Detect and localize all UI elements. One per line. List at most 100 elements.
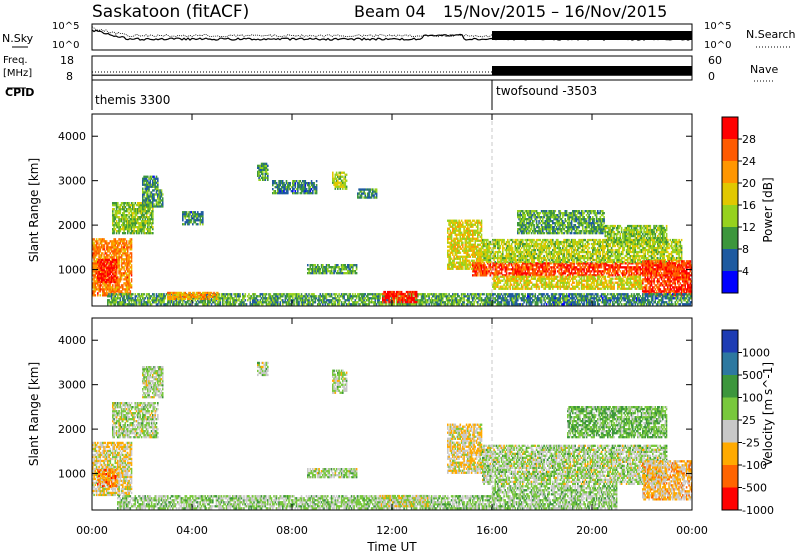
range-cell — [536, 268, 538, 270]
range-cell — [115, 273, 117, 275]
range-cell — [440, 303, 442, 305]
range-cell — [468, 254, 470, 256]
range-cell — [422, 303, 424, 305]
range-cell — [626, 268, 628, 270]
range-cell — [123, 212, 125, 214]
range-cell — [331, 295, 333, 297]
range-cell — [611, 272, 613, 274]
range-cell — [472, 299, 474, 301]
range-cell — [462, 242, 464, 244]
station-title: Saskatoon (fitACF) — [92, 2, 249, 22]
range-cell — [451, 238, 453, 240]
range-cell — [150, 182, 152, 184]
range-cell — [316, 184, 318, 186]
range-cell — [128, 268, 130, 270]
range-cell — [275, 180, 277, 182]
range-cell — [447, 230, 449, 232]
range-cell — [295, 190, 297, 192]
range-cell — [320, 297, 322, 299]
range-cell — [158, 299, 160, 301]
range-cell — [578, 272, 580, 274]
range-cell — [637, 272, 639, 274]
range-cell — [136, 295, 138, 297]
range-cell — [355, 293, 357, 295]
range-cell — [185, 292, 187, 294]
range-cell — [276, 182, 278, 184]
range-cell — [258, 303, 260, 305]
range-cell — [466, 240, 468, 242]
range-cell — [148, 197, 150, 199]
range-cell — [338, 301, 340, 303]
range-cell — [117, 204, 119, 206]
range-cell — [98, 271, 100, 273]
range-cell — [481, 230, 483, 232]
range-cell — [581, 266, 583, 268]
range-cell — [320, 268, 322, 270]
noise-tick-top-right: 10^5 — [704, 21, 731, 32]
range-cell — [95, 274, 97, 276]
range-cell — [305, 186, 307, 188]
range-cell — [535, 270, 537, 272]
range-cell — [336, 293, 338, 295]
range-cell — [617, 270, 619, 272]
range-cell — [130, 282, 132, 284]
range-cell — [357, 194, 359, 196]
range-cell — [506, 272, 508, 274]
range-cell — [121, 250, 123, 252]
range-cell — [460, 246, 462, 248]
range-cell — [630, 268, 632, 270]
range-cell — [127, 218, 129, 220]
range-cell — [393, 303, 395, 305]
range-cell — [338, 303, 340, 305]
range-cell — [236, 301, 238, 303]
range-cell — [356, 264, 358, 266]
range-cell — [182, 217, 184, 219]
range-cell — [582, 272, 584, 274]
range-cell — [98, 252, 100, 254]
range-cell — [310, 301, 312, 303]
range-cell — [260, 295, 262, 297]
range-cell — [128, 293, 130, 295]
range-cell — [346, 268, 348, 270]
noise-tick-bottom-right: 10^0 — [704, 40, 731, 51]
nave-dense-block — [492, 66, 692, 75]
range-cell — [478, 220, 480, 222]
range-cell — [135, 293, 137, 295]
range-cell — [196, 219, 198, 221]
range-cell — [461, 299, 463, 301]
range-cell — [120, 299, 122, 301]
range-cell — [473, 260, 475, 262]
range-cell — [482, 270, 484, 272]
range-cell — [461, 232, 463, 234]
range-cell — [131, 280, 133, 282]
range-cell — [115, 218, 117, 220]
range-cell — [142, 208, 144, 210]
range-cell — [340, 299, 342, 301]
range-cell — [102, 252, 104, 254]
range-cell — [223, 295, 225, 297]
range-cell — [128, 212, 130, 214]
range-cell — [115, 228, 117, 230]
range-cell — [473, 250, 475, 252]
range-cell — [640, 266, 642, 268]
range-cell — [477, 303, 479, 305]
range-cell — [456, 254, 458, 256]
range-cell — [290, 184, 292, 186]
range-cell — [525, 270, 527, 272]
range-cell — [365, 301, 367, 303]
range-cell — [365, 192, 367, 194]
range-cell — [390, 299, 392, 301]
range-cell — [158, 301, 160, 303]
range-cell — [127, 210, 129, 212]
range-cell — [372, 192, 374, 194]
range-cell — [618, 268, 620, 270]
range-cell — [131, 256, 133, 258]
range-cell — [441, 303, 443, 305]
range-cell — [258, 173, 260, 175]
range-cell — [113, 265, 115, 267]
range-cell — [576, 266, 578, 268]
range-cell — [411, 301, 413, 303]
range-cell — [131, 268, 133, 270]
range-cell — [116, 208, 118, 210]
range-cell — [142, 214, 144, 216]
